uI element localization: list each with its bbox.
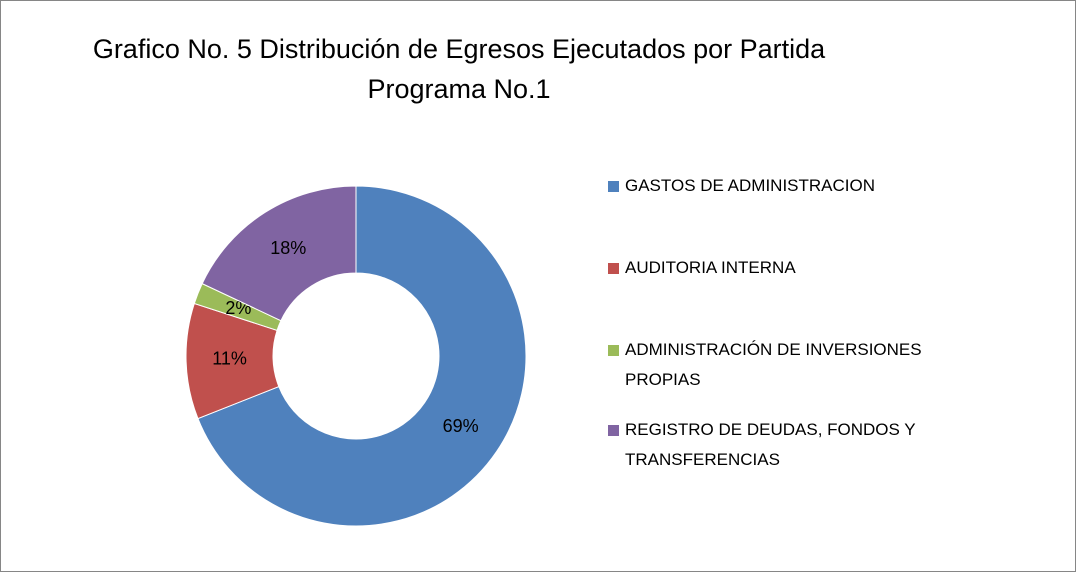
legend-item: AUDITORIA INTERNA bbox=[608, 253, 938, 283]
donut-slice bbox=[201, 185, 357, 322]
legend-item: GASTOS DE ADMINISTRACION bbox=[608, 171, 938, 201]
data-label: 69% bbox=[443, 416, 479, 436]
legend-swatch bbox=[608, 181, 619, 192]
donut-slice bbox=[197, 185, 527, 527]
legend-swatch bbox=[608, 263, 619, 274]
legend-swatch bbox=[608, 345, 619, 356]
data-label: 18% bbox=[270, 238, 306, 258]
legend-swatch bbox=[608, 425, 619, 436]
legend-item: ADMINISTRACIÓN DE INVERSIONES PROPIAS bbox=[608, 335, 938, 395]
legend-label: ADMINISTRACIÓN DE INVERSIONES PROPIAS bbox=[625, 340, 922, 389]
legend-label: GASTOS DE ADMINISTRACION bbox=[625, 176, 876, 195]
data-label: 11% bbox=[212, 349, 247, 369]
legend-label: REGISTRO DE DEUDAS, FONDOS Y TRANSFERENC… bbox=[625, 420, 916, 469]
chart-title: Grafico No. 5 Distribución de Egresos Ej… bbox=[92, 34, 841, 104]
legend-label: AUDITORIA INTERNA bbox=[625, 258, 796, 277]
legend-item: REGISTRO DE DEUDAS, FONDOS Y TRANSFERENC… bbox=[608, 415, 938, 475]
